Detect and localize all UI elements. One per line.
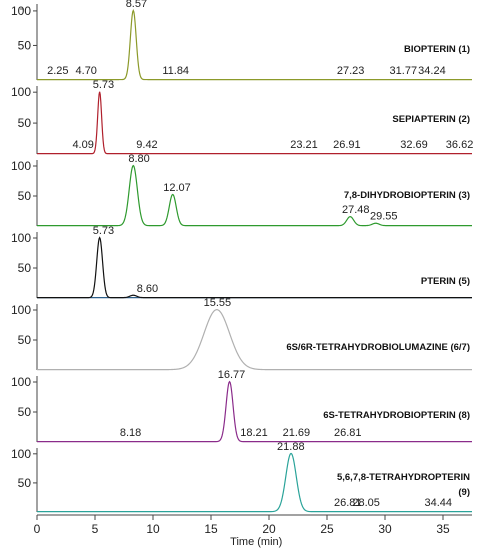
retention-label-2-6: 32.69 bbox=[400, 139, 428, 151]
retention-label-7-1: 21.88 bbox=[277, 441, 305, 453]
retention-label-4-1: 5.73 bbox=[93, 225, 114, 237]
retention-label-2-3: 9.42 bbox=[136, 139, 157, 151]
compound-label-6: 6S-TETRAHYDROBIOPTERIN (8) bbox=[323, 410, 470, 421]
retention-label-2-2: 5.73 bbox=[93, 79, 114, 91]
trace-4 bbox=[37, 236, 472, 299]
retention-label-7-3: 28.05 bbox=[352, 497, 380, 509]
trace-5 bbox=[37, 309, 472, 371]
x-tick-label-5: 5 bbox=[92, 522, 99, 536]
retention-label-2-1: 4.09 bbox=[72, 139, 93, 151]
retention-label-1-3: 8.57 bbox=[126, 0, 147, 10]
x-tick-label-0: 0 bbox=[34, 522, 41, 536]
compound-label-1: BIOPTERIN (1) bbox=[404, 44, 470, 55]
retention-label-7-2: 26.81 bbox=[334, 497, 362, 509]
compound-label-3: 7,8-DIHYDROBIOPTERIN (3) bbox=[344, 190, 470, 201]
y-tick-label-3-50: 50 bbox=[18, 189, 32, 203]
compound-number-7: (9) bbox=[458, 487, 470, 498]
retention-label-2-7: 36.62 bbox=[446, 139, 474, 151]
y-tick-label-7-50: 50 bbox=[18, 476, 32, 490]
retention-label-3-3: 27.48 bbox=[342, 204, 370, 216]
trace-7 bbox=[37, 452, 472, 513]
x-tick-label-20: 20 bbox=[262, 522, 276, 536]
trace-1 bbox=[37, 8, 472, 81]
retention-label-1-4: 11.84 bbox=[162, 65, 189, 77]
x-axis-title: Time (min) bbox=[230, 536, 282, 548]
x-tick-label-10: 10 bbox=[146, 522, 160, 536]
y-tick-label-2-50: 50 bbox=[18, 116, 32, 130]
y-tick-label-4-50: 50 bbox=[18, 261, 32, 275]
trace-2 bbox=[37, 91, 472, 155]
retention-label-2-5: 26.91 bbox=[333, 139, 361, 151]
retention-label-1-7: 34.24 bbox=[418, 65, 446, 77]
retention-label-4-2: 8.60 bbox=[137, 283, 158, 295]
retention-label-3-1: 8.80 bbox=[128, 153, 149, 165]
y-tick-label-4-100: 100 bbox=[11, 231, 31, 245]
y-tick-label-5-100: 100 bbox=[11, 303, 31, 317]
compound-label-7: 5,6,7,8-TETRAHYDROPTERIN bbox=[337, 472, 470, 483]
trace-3 bbox=[37, 164, 472, 227]
retention-label-1-2: 4.70 bbox=[76, 65, 97, 77]
retention-label-1-1: 2.25 bbox=[47, 65, 68, 77]
retention-label-6-1: 8.18 bbox=[120, 427, 141, 439]
y-tick-label-2-100: 100 bbox=[11, 85, 31, 99]
retention-label-3-4: 29.55 bbox=[370, 211, 398, 223]
x-tick-label-35: 35 bbox=[436, 522, 450, 536]
y-tick-label-1-100: 100 bbox=[11, 4, 31, 18]
y-tick-label-3-100: 100 bbox=[11, 159, 31, 173]
y-tick-label-6-50: 50 bbox=[18, 405, 32, 419]
trace-6 bbox=[37, 380, 472, 443]
retention-label-7-4: 34.44 bbox=[425, 497, 453, 509]
retention-label-6-5: 26.81 bbox=[334, 427, 362, 439]
retention-label-6-3: 18.21 bbox=[240, 427, 268, 439]
x-tick-label-30: 30 bbox=[378, 522, 392, 536]
compound-label-2: SEPIAPTERIN (2) bbox=[392, 114, 470, 125]
y-tick-label-5-50: 50 bbox=[18, 333, 32, 347]
y-tick-label-7-100: 100 bbox=[11, 447, 31, 461]
retention-label-6-4: 21.69 bbox=[283, 427, 311, 439]
y-tick-label-1-50: 50 bbox=[18, 38, 32, 52]
retention-label-2-4: 23.21 bbox=[290, 139, 318, 151]
retention-label-3-2: 12.07 bbox=[163, 182, 191, 194]
retention-label-6-2: 16.77 bbox=[218, 369, 246, 381]
retention-label-5-1: 15.55 bbox=[204, 297, 232, 309]
retention-label-1-5: 27.23 bbox=[337, 65, 365, 77]
y-tick-label-6-100: 100 bbox=[11, 375, 31, 389]
x-tick-label-25: 25 bbox=[320, 522, 334, 536]
x-tick-label-15: 15 bbox=[204, 522, 218, 536]
retention-label-1-6: 31.77 bbox=[390, 65, 418, 77]
compound-label-4: PTERIN (5) bbox=[421, 276, 470, 287]
compound-label-5: 6S/6R-TETRAHYDROBIOLUMAZINE (6/7) bbox=[286, 342, 470, 353]
